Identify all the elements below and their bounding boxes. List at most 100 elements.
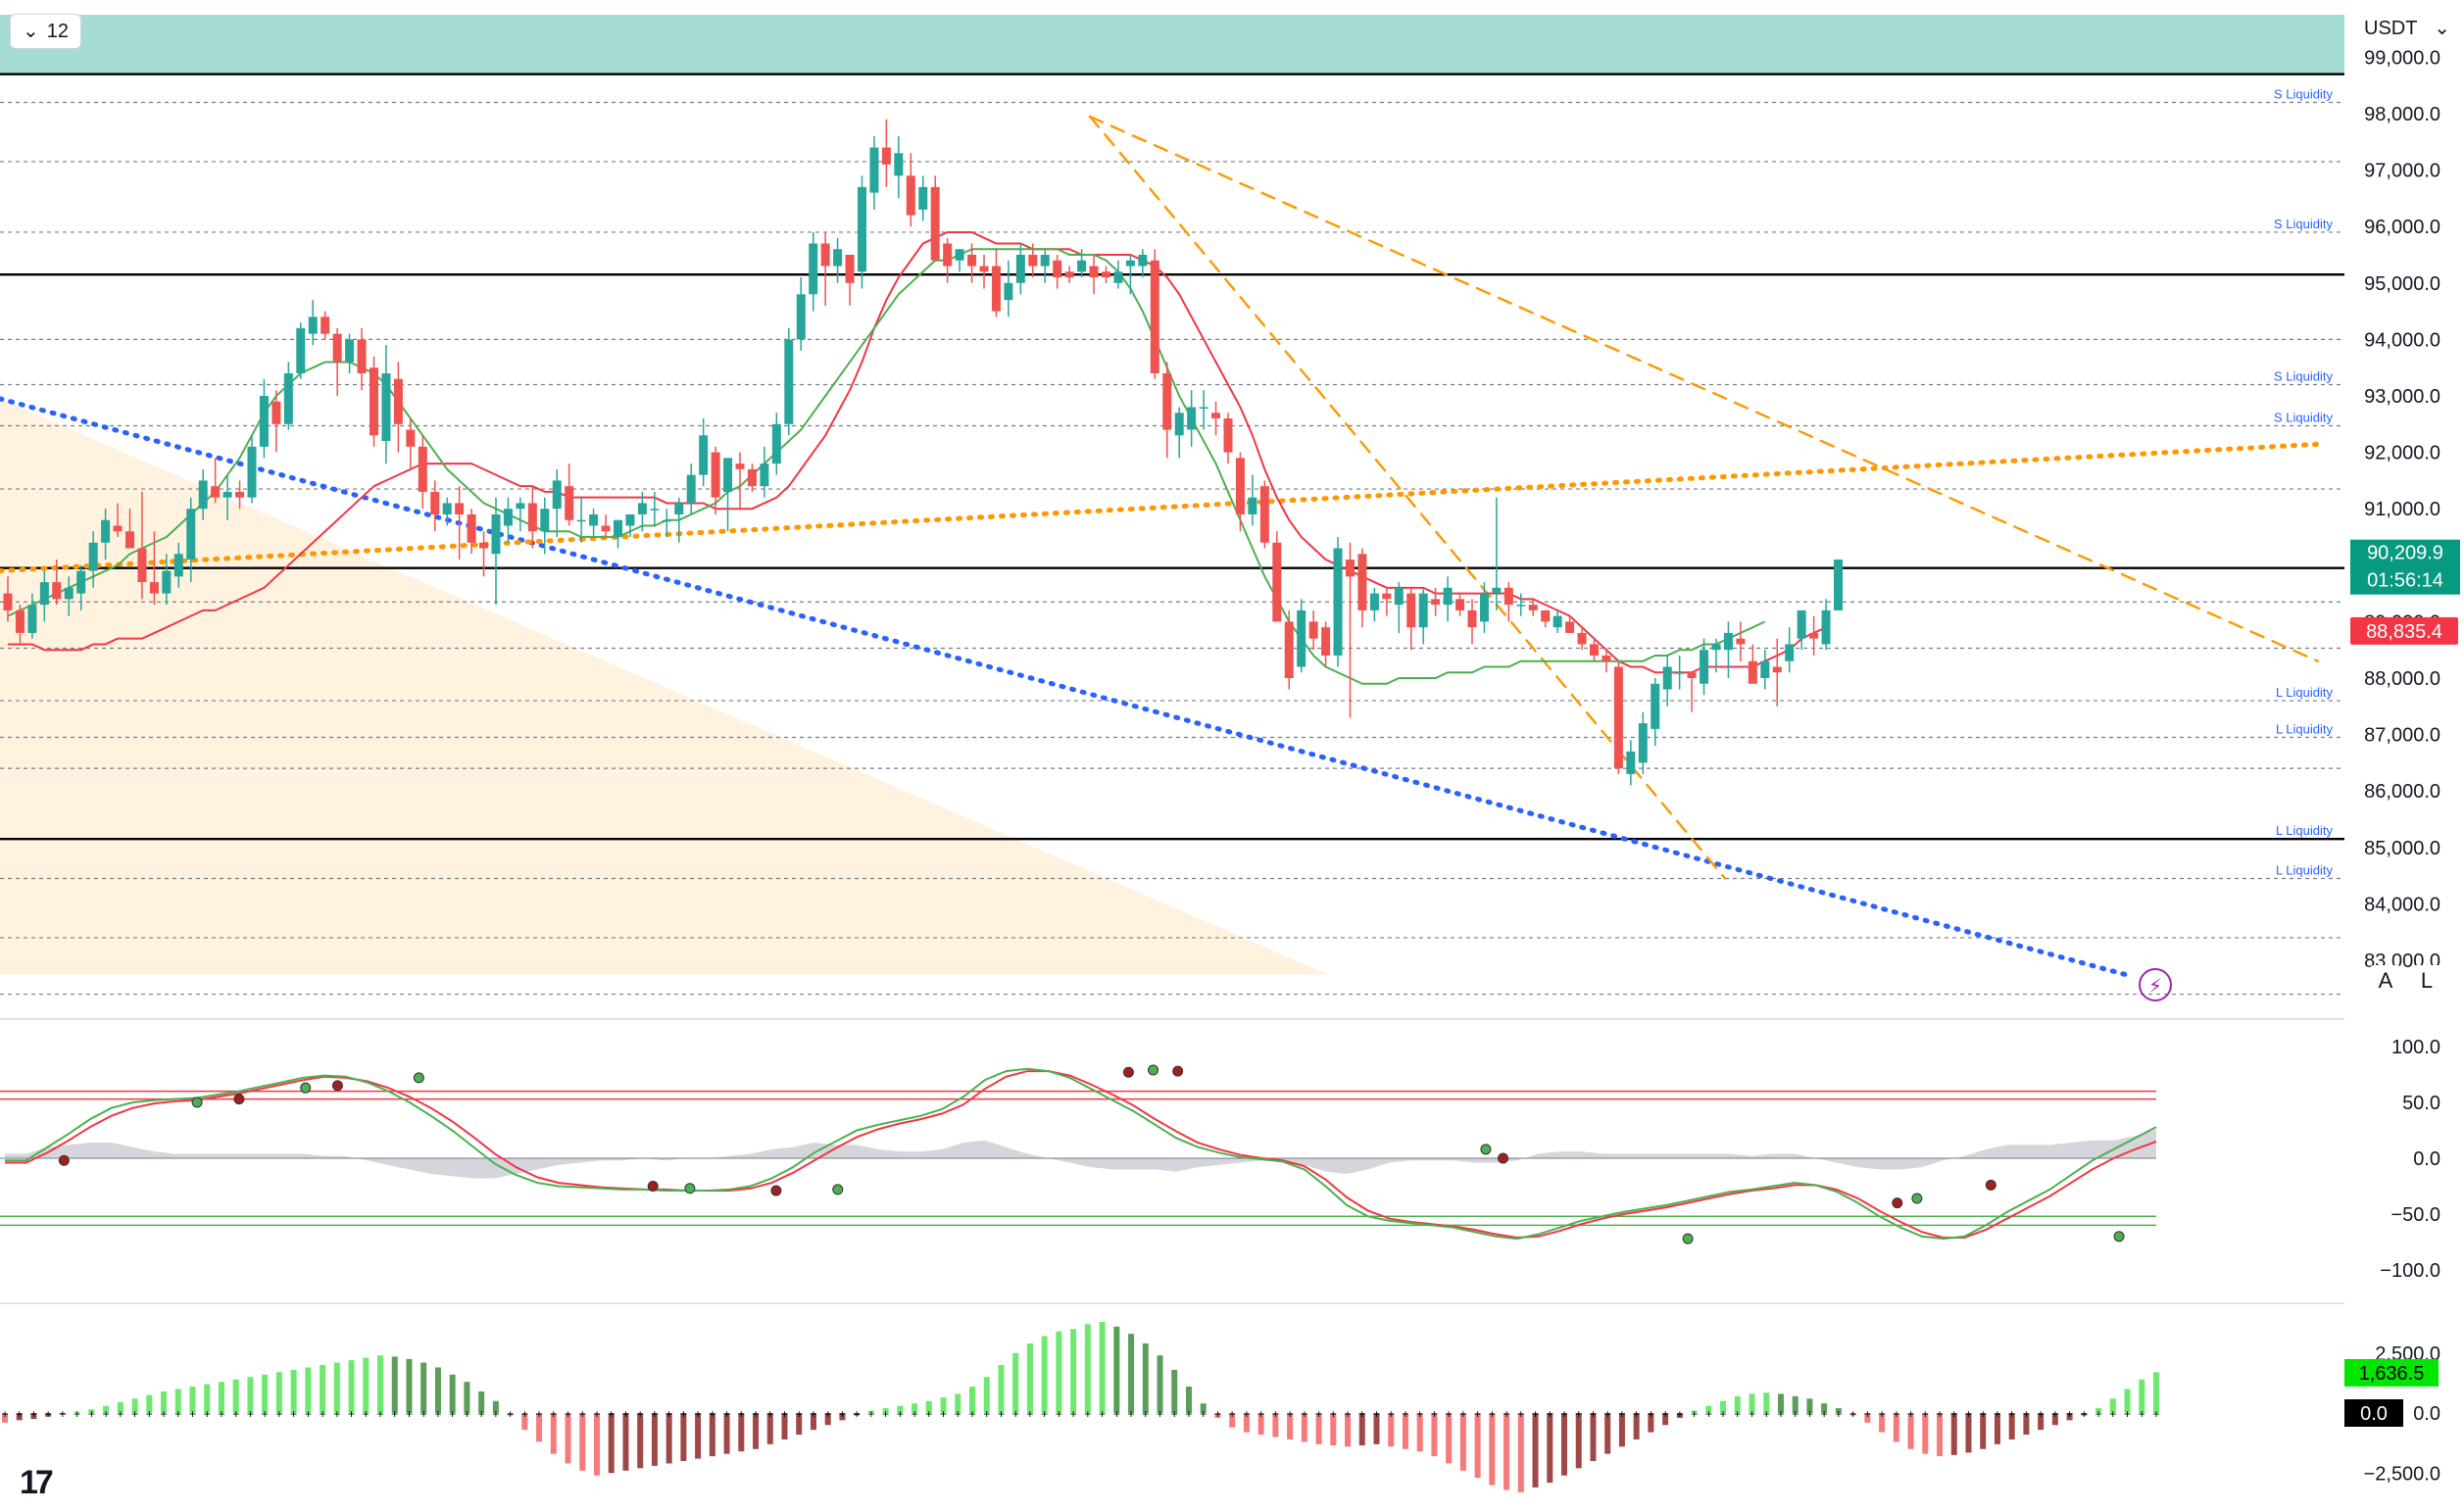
candle-body [1479, 593, 1489, 622]
zero-cross-marker: + [492, 1407, 499, 1421]
candle-body [186, 509, 196, 561]
candle-body [1785, 644, 1795, 661]
candle-body [1004, 282, 1013, 301]
zero-cross-marker: + [1388, 1407, 1395, 1421]
main-price-pane[interactable]: S Liquidity S Liquidity S Liquidity S Liqui… [0, 15, 2344, 996]
histogram-bar [174, 1389, 181, 1413]
histogram-bar [218, 1382, 224, 1413]
zero-cross-marker: + [1315, 1407, 1322, 1421]
oscillator-pane[interactable] [0, 1018, 2344, 1244]
zero-cross-marker: + [305, 1407, 312, 1421]
zero-cross-marker: + [348, 1407, 355, 1421]
crossover-dot [1480, 1144, 1492, 1155]
candle-body [1077, 260, 1087, 272]
trendline-blue-dotted [0, 396, 2128, 977]
histogram-bar [2095, 1408, 2102, 1413]
zero-cross-marker: + [1142, 1407, 1149, 1421]
zero-badge: 0.0 [2360, 1403, 2388, 1425]
candle-body [1406, 593, 1416, 628]
histogram-bar [579, 1413, 586, 1471]
zero-cross-marker: + [912, 1407, 918, 1421]
oscillator-tick-label: 100.0 [2391, 1037, 2440, 1058]
histogram-bar [1648, 1413, 1654, 1433]
crossover-dot [1122, 1066, 1134, 1078]
candle-body [1565, 621, 1575, 633]
histogram-bar [1950, 1413, 1957, 1455]
histogram-bar [464, 1382, 470, 1413]
candle-body [589, 513, 599, 526]
histogram-bar [247, 1377, 254, 1413]
zero-cross-marker: + [74, 1407, 80, 1421]
zero-cross-marker: + [1171, 1407, 1178, 1421]
zero-cross-marker: + [521, 1407, 528, 1421]
price-axis[interactable]: 99,000.0 98,000.0 97,000.0 96,000.0 95,000.0… [2344, 0, 2464, 1512]
tradingview-logo-icon[interactable]: 17 [20, 1464, 54, 1501]
candle-body [1809, 632, 1819, 639]
crossover-dot [331, 1080, 343, 1092]
currency-selector[interactable]: USDT ⌄ [2358, 12, 2456, 45]
log-scale-button[interactable]: L [2411, 965, 2442, 997]
sell-liquidity-label: S Liquidity [2274, 411, 2333, 425]
histogram-bar [88, 1409, 95, 1413]
zero-cross-marker: + [796, 1407, 803, 1421]
zero-cross-marker: + [204, 1407, 211, 1421]
zero-cross-marker: + [925, 1407, 932, 1421]
oscillator-spread-area [5, 1129, 2156, 1179]
histogram-bar [1691, 1410, 1698, 1413]
candle-body [881, 147, 891, 165]
lightning-icon[interactable]: ⚡ [2139, 968, 2172, 1001]
histogram-bar [320, 1365, 326, 1413]
interval-selector[interactable]: ⌄ 12 [10, 14, 82, 49]
candle-body [747, 468, 757, 487]
zero-cross-marker: + [1459, 1407, 1466, 1421]
zero-cross-marker: + [1489, 1407, 1496, 1421]
histogram-bar [709, 1413, 715, 1457]
histogram-bar [753, 1413, 760, 1449]
zero-cross-marker: + [1691, 1407, 1698, 1421]
price-tick-label: 95,000.0 [2364, 273, 2440, 295]
zero-cross-marker: + [146, 1407, 153, 1421]
candle-body [235, 491, 245, 498]
crossover-dot [1682, 1233, 1694, 1244]
price-tick-label: 87,000.0 [2364, 725, 2440, 747]
price-tick-label: 86,000.0 [2364, 781, 2440, 803]
price-tick-label: 97,000.0 [2364, 161, 2440, 182]
histogram-pane[interactable]: + + + + + + + + + + + + + + + + + + + + + + + + + + + + + + + + + + + + + + + +… [0, 1302, 2344, 1492]
candle-body [1651, 683, 1660, 729]
zero-cross-marker: + [1373, 1407, 1380, 1421]
candle-body [247, 446, 257, 498]
candle-body [1272, 542, 1282, 622]
candle-body [527, 503, 537, 532]
crossover-dot [832, 1184, 844, 1195]
zero-cross-marker: + [1099, 1407, 1106, 1421]
zero-cross-marker: + [1503, 1407, 1510, 1421]
resistance-zone [0, 15, 2344, 74]
sell-liquidity-label: S Liquidity [2274, 86, 2333, 101]
histogram-bar [1416, 1413, 1423, 1452]
histogram-bar [593, 1413, 600, 1476]
candle-body [1577, 632, 1587, 645]
candle-body [1248, 497, 1257, 514]
candle-body [1382, 593, 1392, 600]
zero-cross-marker: + [1777, 1407, 1784, 1421]
histogram-bar [117, 1401, 123, 1413]
candle-body [162, 570, 172, 594]
sell-liquidity-label: S Liquidity [2274, 368, 2333, 383]
histogram-bar [550, 1413, 557, 1454]
candle-body [1552, 615, 1562, 628]
zero-cross-marker: + [955, 1407, 961, 1421]
trendline-orange-dashed [1088, 115, 2320, 662]
candle-body [1736, 638, 1746, 645]
zero-cross-marker: + [637, 1407, 644, 1421]
zero-cross-marker: + [45, 1407, 52, 1421]
crossover-dot [1148, 1064, 1159, 1076]
candle-body [930, 186, 940, 261]
histogram-bar [232, 1379, 239, 1413]
zero-cross-marker: + [290, 1407, 297, 1421]
price-tick-label: 85,000.0 [2364, 838, 2440, 859]
zero-cross-marker: + [59, 1407, 66, 1421]
histogram-bar [1388, 1413, 1395, 1447]
auto-scale-button[interactable]: A [2370, 965, 2401, 997]
zero-cross-marker: + [88, 1407, 95, 1421]
